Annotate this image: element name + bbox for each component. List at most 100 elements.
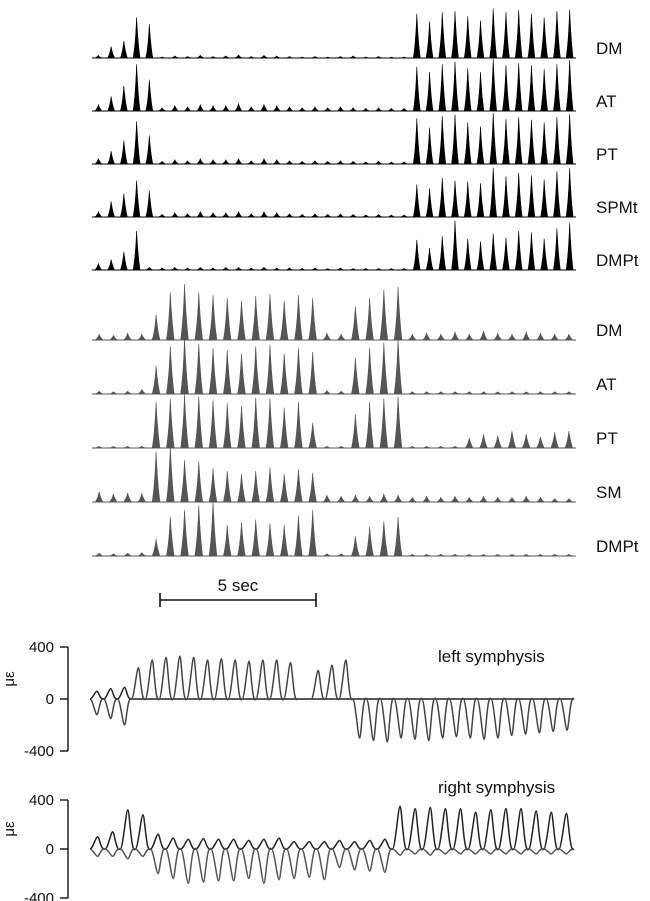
emg-right-burst: [393, 494, 403, 503]
emg-left-burst: [425, 188, 434, 218]
emg-right-burst: [337, 390, 346, 395]
emg-left-burst: [412, 184, 421, 218]
emg-right-burst: [336, 495, 346, 503]
emg-right-burst: [336, 333, 346, 341]
emg-left-channel-spmt: SPMt: [92, 167, 638, 218]
emg-left-burst: [221, 159, 231, 165]
emg-left-burst: [285, 56, 294, 59]
emg-right-burst: [507, 333, 517, 341]
emg-right-burst: [564, 553, 573, 557]
emg-left-burst: [311, 213, 319, 218]
emg-right-burst: [351, 306, 360, 341]
emg-right-burst: [237, 353, 246, 395]
emg-left-burst: [349, 160, 357, 165]
emg-right-burst: [451, 391, 460, 395]
emg-right-burst: [535, 496, 546, 503]
emg-right-burst: [522, 391, 531, 395]
emg-left-burst: [374, 107, 383, 112]
emg-right-burst: [422, 553, 431, 557]
emg-right-burst: [180, 459, 189, 503]
emg-left-burst: [565, 223, 574, 271]
emg-right-burst: [550, 553, 559, 557]
emg-right-burst: [422, 391, 431, 395]
emg-left-burst: [375, 268, 383, 271]
emg-left-burst: [362, 161, 370, 165]
emg-right-burst: [407, 496, 418, 503]
emg-right-burst: [151, 365, 161, 395]
emg-right-burst: [521, 433, 531, 449]
emg-left-burst: [183, 267, 192, 271]
emg-right-burst: [194, 396, 204, 449]
emg-left-burst: [489, 113, 498, 165]
emg-left-burst: [412, 118, 421, 165]
emg-right-burst: [237, 522, 246, 557]
emg-right-burst: [180, 283, 189, 341]
emg-right-burst: [308, 351, 317, 395]
emg-left-burst: [272, 212, 282, 218]
emg-left-burst: [336, 160, 345, 165]
emg-left-burst: [247, 267, 255, 271]
emg-right-burst: [436, 391, 445, 395]
emg-left-burst: [208, 212, 218, 218]
emg-right-burst: [208, 501, 218, 557]
emg-right-burst: [478, 495, 489, 503]
emg-right-burst: [522, 553, 531, 557]
emg-right-burst: [379, 493, 389, 503]
emg-right-burst: [393, 516, 403, 557]
emg-left-burst: [259, 157, 269, 165]
emg-left-burst: [489, 233, 498, 271]
emg-right-burst: [493, 391, 502, 395]
emg-left-burst: [438, 116, 447, 165]
emg-left-burst: [540, 179, 549, 218]
emg-left-burst: [145, 79, 154, 112]
emg-left-burst: [158, 213, 166, 218]
emg-right-burst: [464, 437, 474, 449]
emg-right-burst: [451, 445, 459, 449]
emg-right-burst: [109, 553, 118, 557]
emg-right-burst: [421, 332, 432, 341]
emg-left-burst: [463, 68, 472, 112]
emg-left-burst: [311, 56, 319, 59]
emg-right-burst: [151, 451, 161, 503]
emg-left-burst: [272, 159, 282, 165]
emg-left-channel-label: PT: [596, 145, 618, 164]
emg-left-burst: [362, 268, 370, 271]
emg-right-burst: [493, 553, 502, 557]
emg-left-burst: [209, 267, 217, 271]
emg-right-burst: [109, 391, 118, 395]
emg-right-burst: [222, 350, 232, 395]
emg-right-burst: [379, 342, 389, 395]
emg-right-burst: [137, 493, 147, 503]
emg-right-burst: [237, 300, 246, 341]
emg-right-burst: [151, 539, 161, 557]
emg-left-burst: [425, 21, 434, 59]
emg-left-burst: [93, 210, 103, 218]
emg-left-channel-pt: PT: [92, 113, 618, 165]
emg-left-burst: [94, 54, 102, 59]
emg-right-burst: [322, 494, 332, 503]
emg-left-burst: [565, 114, 574, 165]
emg-right-burst: [194, 505, 204, 557]
emg-right-burst: [564, 498, 573, 503]
emg-right-channel-pt: PT: [92, 394, 618, 449]
emg-left-burst: [132, 180, 141, 218]
emg-left-burst: [234, 102, 243, 112]
emg-right-burst: [536, 391, 545, 395]
emg-right-burst: [365, 348, 374, 395]
emg-right-burst: [222, 525, 232, 557]
emg-left-burst: [171, 266, 179, 271]
emg-left-burst: [246, 106, 256, 112]
emg-right-burst: [208, 348, 218, 395]
time-scale-bar: 5 sec: [159, 576, 317, 607]
emg-right-burst: [564, 431, 574, 449]
emg-right-burst: [478, 330, 488, 341]
emg-right-burst: [550, 432, 560, 449]
emg-right-burst: [108, 493, 118, 503]
emg-left-burst: [412, 239, 421, 271]
emg-left-burst: [336, 267, 344, 271]
emg-left-channel-label: SPMt: [596, 198, 638, 217]
emg-right-burst: [436, 553, 445, 557]
emg-left-burst: [234, 266, 243, 271]
emg-left-burst: [324, 56, 332, 59]
emg-right-burst: [479, 553, 488, 557]
